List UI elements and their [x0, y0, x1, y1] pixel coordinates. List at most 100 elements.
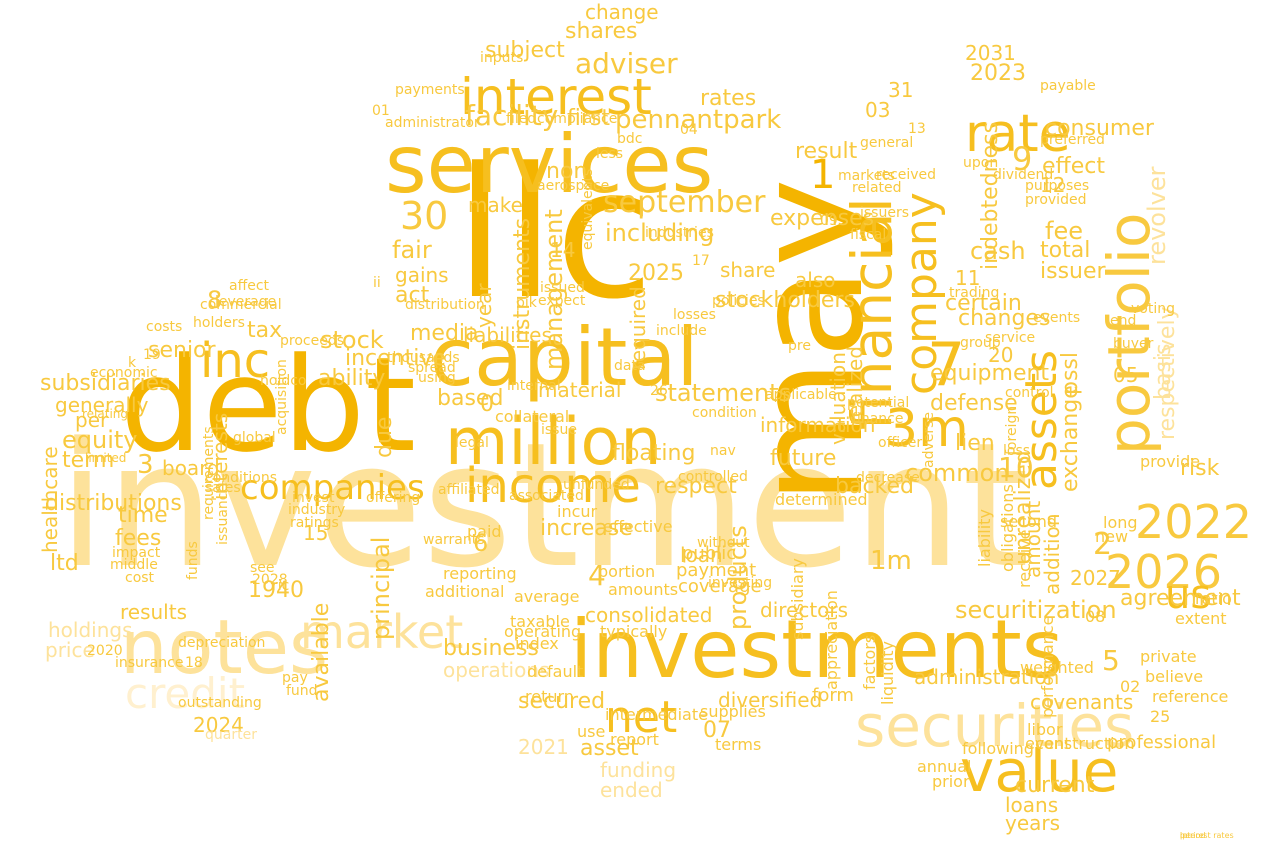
- cloud-word: 15: [303, 521, 329, 545]
- cloud-word: pre: [788, 338, 811, 354]
- cloud-word: expect: [538, 293, 586, 309]
- cloud-word: provided: [1025, 192, 1087, 208]
- cloud-word: credit: [125, 669, 246, 718]
- cloud-word: 8: [207, 286, 223, 314]
- cloud-word: 2023: [970, 61, 1026, 86]
- cloud-word: investments: [570, 603, 1064, 696]
- cloud-word: 2024: [193, 713, 244, 737]
- cloud-word: effect: [1042, 154, 1105, 179]
- cloud-word: secured: [518, 689, 606, 714]
- cloud-word: impact: [112, 545, 161, 561]
- cloud-word: group: [960, 335, 1001, 351]
- cloud-word: holdco: [260, 373, 307, 389]
- cloud-word: 18: [185, 655, 203, 671]
- cloud-word: conditions: [205, 470, 278, 486]
- cloud-word: leverage: [215, 294, 277, 310]
- cloud-word: bdc: [617, 131, 643, 147]
- cloud-word: determined: [775, 490, 868, 509]
- cloud-word: 1940: [248, 578, 304, 603]
- cloud-word: private: [1140, 647, 1197, 666]
- cloud-word: related: [852, 180, 902, 196]
- cloud-word: preferred: [1040, 132, 1105, 148]
- cloud-word: 2028: [252, 572, 288, 588]
- cloud-word: pssl: [1058, 351, 1083, 395]
- cloud-word: market: [300, 605, 464, 659]
- cloud-word: consolidated: [585, 603, 713, 627]
- cloud-word: k: [128, 355, 137, 371]
- cloud-word: loans: [1005, 793, 1059, 817]
- cloud-word: nav: [710, 443, 736, 459]
- cloud-word: construction: [1035, 734, 1135, 753]
- cloud-word: incur: [557, 502, 598, 521]
- cloud-word: risk: [1180, 456, 1220, 481]
- cloud-word: public: [682, 543, 737, 564]
- cloud-word: also: [795, 268, 836, 292]
- cloud-word: amounts: [608, 580, 679, 599]
- cloud-word: following: [962, 739, 1034, 758]
- cloud-word: policies: [712, 293, 765, 309]
- cloud-word: return: [525, 687, 574, 706]
- cloud-word: price: [45, 638, 95, 662]
- cloud-word: dividend: [993, 167, 1054, 183]
- cloud-word: 01: [372, 103, 390, 119]
- cloud-word: 08: [1085, 607, 1106, 626]
- cloud-word: fees: [115, 526, 162, 551]
- cloud-word: ii: [373, 275, 381, 291]
- cloud-word: share: [720, 258, 776, 282]
- cloud-word: less: [596, 146, 624, 162]
- cloud-word: funding: [600, 758, 677, 782]
- cloud-word: form: [812, 685, 854, 706]
- cloud-word: result: [795, 139, 858, 164]
- cloud-word: securities: [855, 692, 1135, 760]
- cloud-word: coverage: [678, 576, 762, 597]
- cloud-word: warrants: [423, 532, 485, 548]
- cloud-word: insurance: [115, 655, 184, 671]
- cloud-word: loss: [1003, 443, 1031, 459]
- cloud-word: 20: [988, 343, 1014, 367]
- cloud-word: trading: [949, 285, 1000, 301]
- cloud-word: pik: [516, 295, 537, 311]
- cloud-word: exchange: [1058, 385, 1083, 492]
- cloud-word: ric: [272, 578, 290, 594]
- cloud-word: respect: [655, 474, 737, 499]
- cloud-word: due: [372, 416, 397, 458]
- cloud-word: collateral: [495, 407, 570, 426]
- cloud-word: limited: [85, 451, 127, 465]
- cloud-word: period: [1180, 831, 1206, 840]
- cloud-word: adverse: [921, 411, 937, 468]
- cloud-word: 1m: [870, 546, 912, 576]
- cloud-word: subject: [485, 38, 565, 63]
- cloud-word: spread: [408, 360, 456, 376]
- cloud-word: 04: [680, 122, 698, 138]
- cloud-word: 2025: [628, 261, 684, 286]
- cloud-word: 10: [998, 451, 1034, 484]
- cloud-word: report: [610, 730, 659, 749]
- cloud-word: 02: [1120, 677, 1141, 696]
- cloud-word: losses: [673, 307, 716, 323]
- cloud-word: lp: [1180, 831, 1188, 840]
- cloud-word: 9: [1012, 140, 1033, 178]
- cloud-word: fiscal: [850, 227, 887, 243]
- cloud-word: purposes: [1025, 178, 1090, 194]
- cloud-word: pennantpark: [615, 105, 782, 135]
- cloud-word: ratio: [1195, 589, 1232, 608]
- cloud-word: equipment: [930, 361, 1050, 386]
- cloud-word: buyer: [1113, 336, 1154, 352]
- cloud-word: global: [233, 430, 276, 446]
- cloud-word: index: [515, 634, 559, 653]
- cloud-word: extent: [1175, 609, 1227, 628]
- cloud-word: 3: [137, 450, 154, 480]
- cloud-word: income: [465, 458, 641, 514]
- cloud-word: 2021: [518, 735, 569, 759]
- cloud-word: end: [1110, 313, 1137, 329]
- cloud-word: reporting: [443, 564, 517, 583]
- cloud-word: time: [118, 503, 168, 528]
- cloud-word: affect: [229, 278, 270, 294]
- cloud-word: 05: [1113, 363, 1139, 387]
- cloud-word: asset: [580, 736, 639, 761]
- cloud-word: interest rates: [1180, 831, 1234, 840]
- cloud-word: make: [468, 193, 523, 217]
- cloud-word: upon: [963, 155, 999, 171]
- cloud-word: portion: [598, 562, 656, 581]
